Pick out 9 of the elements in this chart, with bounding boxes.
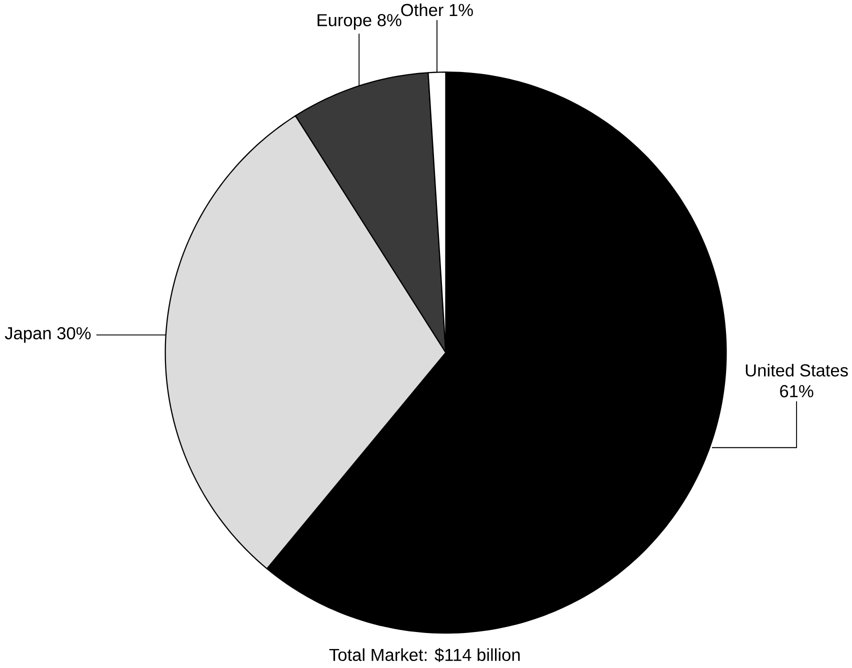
data-label: 1% [450,4,473,16]
data-label: 61% [780,385,814,398]
slice-label: Japan [4,327,51,343]
slice-label: Europe [318,14,372,30]
text: Total Market: $114 billion [329,648,520,662]
data-label: 30% [57,327,91,340]
data-label: 8% [378,14,402,26]
slice-label: Other [401,4,444,16]
slice-label: United States [746,364,848,377]
